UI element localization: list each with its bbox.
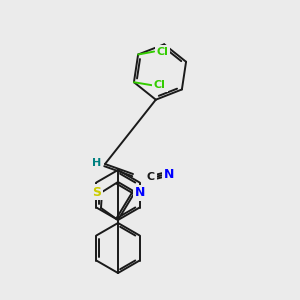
Text: C: C [147,172,155,182]
Text: H: H [92,158,102,168]
Text: Cl: Cl [154,80,166,90]
Text: Cl: Cl [156,46,168,56]
Text: N: N [135,187,145,200]
Text: N: N [164,167,174,181]
Text: S: S [92,185,101,199]
